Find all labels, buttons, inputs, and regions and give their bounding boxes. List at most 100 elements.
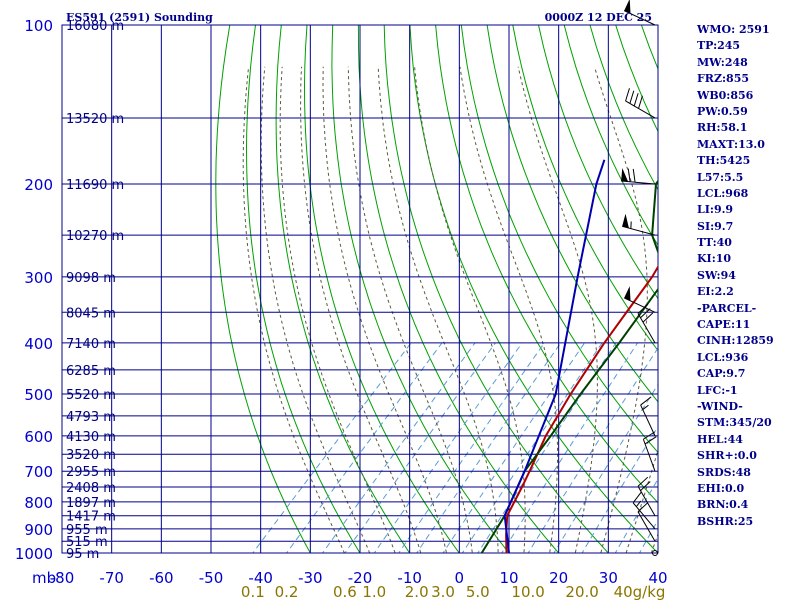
wind-barb <box>623 286 656 313</box>
pressure-tick-label: 1000 <box>15 545 53 563</box>
temperature-tick-label: -50 <box>199 569 224 587</box>
barb-pennant <box>624 286 631 301</box>
dry-adiabat <box>215 25 311 553</box>
stat-line: SW:94 <box>697 268 736 282</box>
height-label: 515 m <box>66 535 108 550</box>
wind-barb <box>652 550 658 556</box>
barb-flag <box>633 93 639 107</box>
moist-adiabat <box>414 66 526 553</box>
moist-adiabat <box>459 66 559 553</box>
barb-half-flag <box>635 500 642 507</box>
height-label: 1417 m <box>66 510 116 525</box>
temperature-tick-label: -70 <box>99 569 124 587</box>
height-label: 11690 m <box>66 178 124 193</box>
pressure-unit-label: mb <box>32 569 56 587</box>
barb-flag <box>629 90 635 104</box>
height-label: 6285 m <box>66 364 116 379</box>
wind-barb <box>621 168 656 185</box>
stats-panel: WMO: 2591 TP:245 MW:248 FRZ:855 WB0:856 PW:0.… <box>697 22 797 530</box>
stat-line: FRZ:855 <box>697 72 750 86</box>
barb-staff <box>637 313 656 344</box>
height-label: 13520 m <box>66 112 124 127</box>
stat-line: L57:5.5 <box>697 170 744 184</box>
stat-line: BSHR:25 <box>697 514 754 528</box>
stat-line: MW:248 <box>697 55 748 69</box>
barb-staff <box>642 439 656 472</box>
temperature-tick-label: -30 <box>298 569 323 587</box>
height-label: 1897 m <box>66 496 116 511</box>
moist-adiabat <box>517 66 598 553</box>
temperature-tick-label: 20 <box>549 569 568 587</box>
mixing-ratio-label: 1.0 <box>362 583 386 600</box>
dry-adiabat <box>357 25 560 553</box>
dry-adiabat <box>512 25 658 352</box>
barb-flag <box>640 308 651 319</box>
stat-line: KI:10 <box>697 252 732 266</box>
stat-line: TT:40 <box>697 236 732 250</box>
chart-time: 0000Z 12 DEC 25 <box>545 11 652 24</box>
stat-line: HEL:44 <box>697 432 743 446</box>
wind-barb <box>640 396 656 437</box>
mixing-ratio-line <box>442 342 586 553</box>
temperature-tick-label: -20 <box>348 569 373 587</box>
wind-barb <box>623 0 656 26</box>
height-label: 9098 m <box>66 271 116 286</box>
wind-barb <box>637 303 656 344</box>
moist-adiabat <box>300 66 422 553</box>
barb-pennant <box>624 0 631 14</box>
mixing-ratio-label: 0.1 <box>241 583 265 600</box>
dry-adiabat <box>537 25 658 300</box>
mixing-ratio-label: 20.0 <box>565 583 598 600</box>
pressure-tick-label: 400 <box>24 335 53 353</box>
pressure-tick-label: 700 <box>24 463 53 481</box>
dry-adiabat <box>409 25 658 553</box>
stat-line: PW:0.59 <box>697 104 748 118</box>
stat-line: WMO: 2591 <box>697 23 770 36</box>
barb-flag <box>627 168 631 182</box>
mixing-ratio-label: 2.0 <box>405 583 429 600</box>
pressure-tick-label: 800 <box>24 494 53 512</box>
mixing-ratio-label: 0.6 <box>333 583 357 600</box>
stat-line: MAXT:13.0 <box>697 137 765 151</box>
stat-line: STM:345/20 <box>697 416 772 430</box>
height-labels: 16080 m 13520 m 11690 m 10270 m 9098 m 8045 m… <box>66 19 124 562</box>
mixing-ratio-line <box>501 342 639 553</box>
calm-marker <box>652 550 658 556</box>
dry-adiabats <box>215 25 658 553</box>
temperature-tick-label: 0 <box>455 569 465 587</box>
moist-adiabat <box>594 66 648 553</box>
dry-adiabat <box>275 25 411 553</box>
height-label: 95 m <box>66 547 99 562</box>
temperature-profile <box>505 264 658 553</box>
height-label: 4793 m <box>66 410 116 425</box>
stat-line: WB0:856 <box>697 88 754 102</box>
pressure-tick-label: 600 <box>24 428 53 446</box>
barb-flag <box>625 88 630 102</box>
barb-flag <box>637 303 649 314</box>
barb-flag <box>632 168 636 183</box>
height-label: 5520 m <box>66 388 116 403</box>
barb-staff <box>632 502 656 530</box>
wind-barb <box>625 88 656 119</box>
height-label: 16080 m <box>66 19 124 34</box>
stat-line: CAP:9.7 <box>697 367 746 381</box>
moist-adiabat <box>279 66 396 553</box>
stat-line: SI:9.7 <box>697 219 734 233</box>
mixing-ratio-label: 5.0 <box>466 583 490 600</box>
height-label: 2408 m <box>66 481 116 496</box>
barb-flag <box>632 491 642 504</box>
stat-line: -WIND- <box>697 399 743 413</box>
mixing-ratio-line <box>416 342 562 553</box>
stat-line: LFC:-1 <box>697 383 738 397</box>
stat-line: CINH:12859 <box>697 334 774 348</box>
mixing-ratio-line <box>344 342 496 553</box>
height-label: 3520 m <box>66 448 116 463</box>
moist-adiabat <box>625 448 658 553</box>
height-label: 10270 m <box>66 229 124 244</box>
dry-adiabat <box>245 25 361 553</box>
barb-staff <box>625 100 656 119</box>
barb-flag <box>644 436 657 445</box>
barb-flag <box>640 481 651 491</box>
parcel-profile <box>503 159 606 553</box>
temperature-tick-label: -80 <box>50 569 75 587</box>
